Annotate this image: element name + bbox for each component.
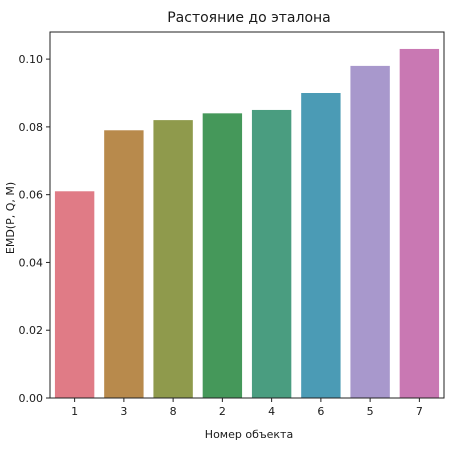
x-axis-label: Номер объекта (205, 428, 293, 441)
bar-8 (153, 120, 193, 398)
x-tick-label: 7 (416, 405, 423, 418)
chart-title: Растояние до эталона (167, 10, 331, 26)
bar-4 (251, 109, 292, 398)
y-tick-label: 0.08 (19, 121, 44, 134)
y-tick-label: 0.00 (19, 392, 44, 405)
bar-5 (350, 65, 390, 398)
bar-1 (54, 191, 95, 398)
y-tick-label: 0.02 (19, 324, 44, 337)
x-tick-label: 1 (71, 405, 78, 418)
bars-group (54, 48, 440, 398)
y-tick-label: 0.10 (19, 53, 44, 66)
x-tick-label: 5 (367, 405, 374, 418)
bar-2 (202, 113, 243, 398)
bar-3 (104, 130, 144, 398)
plot-frame (49, 31, 445, 399)
y-tick-label: 0.06 (19, 189, 44, 202)
ticks-group: 1 3 8 2 4 6 5 7 0.00 0.02 0.04 0.06 0.08 0.10 (19, 53, 423, 418)
x-tick-label: 6 (317, 405, 324, 418)
x-tick-label: 2 (219, 405, 226, 418)
x-tick-label: 4 (268, 405, 275, 418)
bar-6 (301, 93, 341, 398)
y-tick-label: 0.04 (19, 256, 44, 269)
x-tick-label: 8 (170, 405, 177, 418)
bar-7 (399, 48, 440, 398)
x-tick-label: 3 (120, 405, 127, 418)
y-axis-label: EMD(P, Q, M) (4, 182, 17, 254)
